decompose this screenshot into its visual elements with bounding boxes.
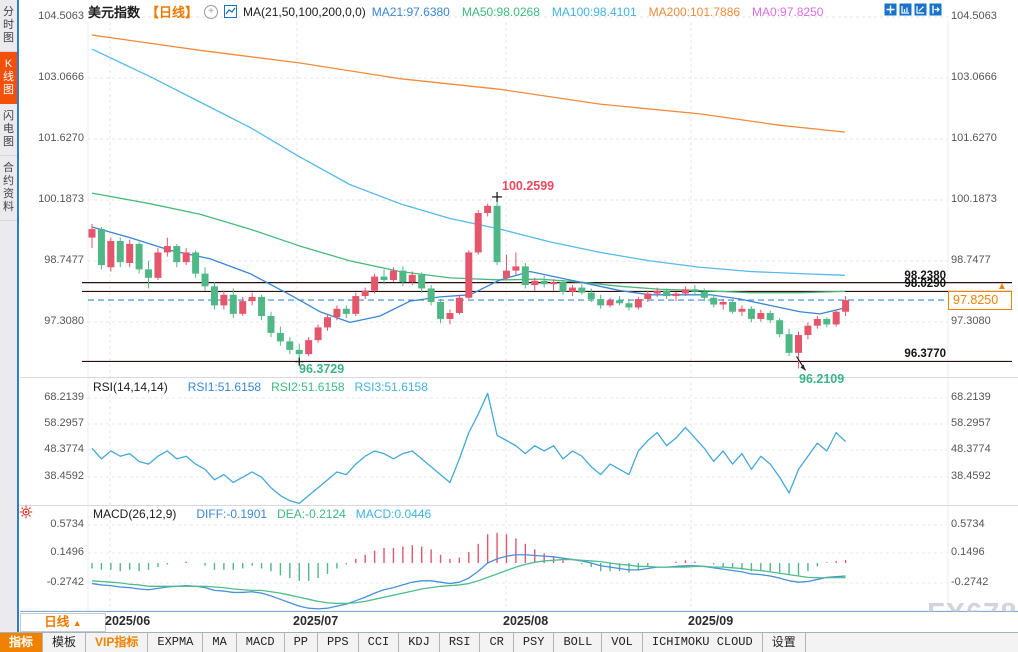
ma-value: MA100:98.4101: [551, 4, 637, 19]
macd-button[interactable]: MACD: [237, 633, 285, 652]
level-label: 98.2380: [904, 269, 946, 282]
boll-button[interactable]: BOLL: [554, 633, 603, 652]
indicator-toolbar: 指标 模板 VIP指标 EXPMA MA MACD PP PPS CCI KDJ RSI CR PSY B…: [0, 632, 1018, 652]
ma-value: MA0:97.8250: [752, 4, 824, 19]
chart-tool-icons: [884, 3, 942, 16]
cci-button[interactable]: CCI: [359, 633, 400, 652]
rsi-value: RSI2:51.6158: [271, 380, 345, 394]
rsi-axis-label-left: 58.2957: [44, 417, 84, 429]
macd-axis-label-left: 0.1496: [50, 546, 84, 558]
rsi-axis-label-right: 58.2957: [951, 417, 991, 429]
ma-values: MA21:97.6380 MA50:98.0268 MA100:98.4101 MA2…: [372, 5, 836, 19]
main-axis-label-left: 103.0666: [38, 71, 84, 83]
september-low-annotation: 96.2109: [799, 372, 845, 386]
main-axis-label-left: 97.3080: [44, 315, 84, 327]
period-selector[interactable]: 日线 ▲: [20, 613, 106, 632]
rsi-value: RSI1:51.6158: [187, 380, 262, 394]
pps-button[interactable]: PPS: [318, 633, 359, 652]
main-axis-label-right: 104.5063: [951, 10, 997, 22]
pane-expand-icon[interactable]: [929, 3, 942, 16]
rsi-axis-label-right: 48.3774: [951, 443, 991, 455]
line-chart-icon[interactable]: [224, 5, 238, 18]
month-label: 2025/08: [503, 614, 549, 628]
ma-value: MA200:101.7886: [648, 4, 741, 19]
vip-indicators-button[interactable]: VIP指标: [86, 633, 149, 652]
macd-value: DEA:-0.2124: [277, 507, 346, 521]
main-axis-label-left: 101.6270: [38, 132, 84, 144]
level-label: 96.3770: [904, 348, 946, 361]
add-compare-icon[interactable]: +: [204, 4, 219, 19]
month-label: 2025/07: [293, 614, 339, 628]
macd-value: MACD:0.0446: [355, 507, 432, 521]
period-tag[interactable]: 【日线】: [146, 5, 199, 20]
rsi-axis-label-left: 38.4592: [44, 470, 84, 482]
chart-header: 美元指数 【日线】 + MA(21,50,100,200,0,0) MA21:9…: [88, 2, 835, 21]
price-up-arrow-icon: ▲: [997, 281, 1007, 292]
rsi-value: RSI3:51.6158: [354, 380, 428, 394]
symbol-title: 美元指数: [88, 5, 141, 20]
macd-axis-label-right: -0.2742: [951, 576, 989, 588]
main-axis-label-right: 101.6270: [951, 132, 997, 144]
ma-value: MA50:98.0268: [461, 4, 540, 19]
kdj-button[interactable]: KDJ: [399, 633, 440, 652]
month-label: 2025/09: [688, 614, 734, 628]
macd-value: DIFF:-0.1901: [196, 507, 268, 521]
ma-value: MA21:97.6380: [371, 4, 450, 19]
rsi-title: RSI(14,14,14): [93, 380, 168, 394]
vol-button[interactable]: VOL: [602, 633, 643, 652]
macd-axis-label-right: 0.1496: [951, 546, 985, 558]
high-annotation: 100.2599: [502, 179, 555, 193]
axis-scale-icon[interactable]: [899, 3, 912, 16]
ma-formula: MA(21,50,100,200,0,0): [243, 4, 366, 19]
templates-button[interactable]: 模板: [43, 633, 87, 652]
main-axis-label-right: 97.3080: [951, 315, 991, 327]
settings-button[interactable]: 设置: [763, 633, 806, 652]
indicators-button[interactable]: 指标: [0, 633, 44, 652]
macd-axis-label-right: 0.5734: [951, 518, 985, 530]
main-axis-label-left: 104.5063: [38, 10, 84, 22]
rsi-button[interactable]: RSI: [440, 633, 481, 652]
cr-button[interactable]: CR: [480, 633, 514, 652]
sidebar-tab-minute-chart[interactable]: 分时图: [0, 0, 17, 52]
psy-button[interactable]: PSY: [514, 633, 555, 652]
rsi-header: RSI(14,14,14) RSI1:51.6158 RSI2:51.6158 RSI…: [93, 380, 428, 394]
sidebar-tab-contract-info[interactable]: 合约资料: [0, 156, 17, 221]
time-axis: 日线 ▲ 2025/06 2025/07 2025/08 2025/09: [0, 612, 1018, 632]
main-axis-label-right: 103.0666: [951, 71, 997, 83]
month-label: 2025/06: [105, 614, 151, 628]
rsi-axis-label-left: 68.2139: [44, 391, 84, 403]
pp-button[interactable]: PP: [285, 633, 319, 652]
main-axis-label-right: 98.7477: [951, 254, 991, 266]
rsi-axis-label-right: 38.4592: [951, 470, 991, 482]
crosshair-icon[interactable]: [884, 3, 897, 16]
macd-axis-label-left: 0.5734: [50, 518, 84, 530]
period-arrow-icon: ▲: [72, 618, 82, 628]
sidebar-tab-tick-chart[interactable]: 闪电图: [0, 104, 17, 156]
july-low-annotation: 96.3729: [299, 362, 345, 376]
current-price-tag: 97.8250: [948, 291, 1012, 310]
ichimoku-cloud-button[interactable]: ICHIMOKU CLOUD: [643, 633, 763, 652]
level-label: 98.0290: [904, 278, 946, 291]
main-axis-label-right: 100.1873: [951, 193, 997, 205]
main-axis-label-left: 100.1873: [38, 193, 84, 205]
rsi-axis-label-right: 68.2139: [951, 391, 991, 403]
rsi-axis-label-left: 48.3774: [44, 443, 84, 455]
macd-axis-label-left: -0.2742: [46, 576, 84, 588]
main-axis-label-left: 98.7477: [44, 254, 84, 266]
axis-arrow-icon[interactable]: [914, 3, 927, 16]
ma-button[interactable]: MA: [203, 633, 237, 652]
macd-header: MACD(26,12,9) DIFF:-0.1901 DEA:-0.2124 MACD…: [93, 507, 431, 521]
expma-button[interactable]: EXPMA: [148, 633, 204, 652]
macd-title: MACD(26,12,9): [93, 507, 177, 521]
